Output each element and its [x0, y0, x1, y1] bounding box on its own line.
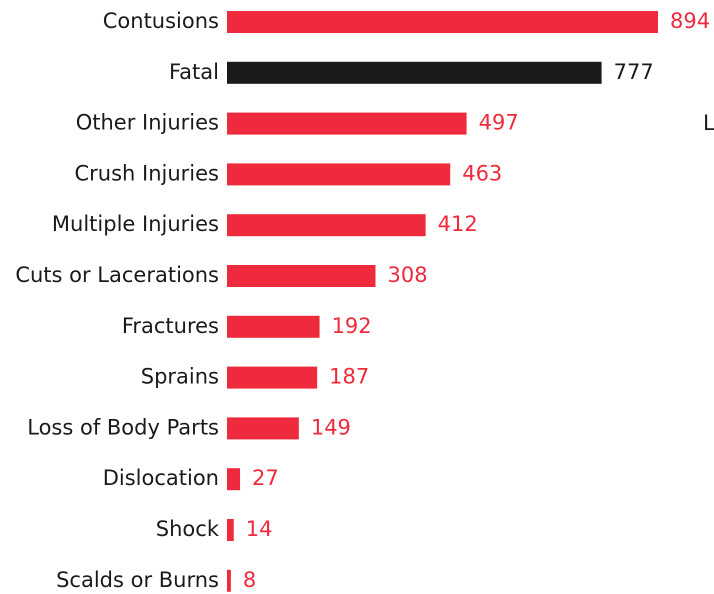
category-label: Other Injuries — [76, 111, 219, 135]
bar — [227, 366, 318, 389]
value-label: 308 — [387, 263, 427, 287]
bar — [227, 163, 451, 186]
category-label: Crush Injuries — [74, 161, 219, 185]
bar — [227, 112, 467, 135]
value-label: 14 — [246, 517, 273, 541]
value-label: 463 — [462, 161, 502, 185]
bar — [227, 265, 376, 287]
category-label: Loss of Body Parts — [27, 415, 219, 439]
category-label: Shock — [156, 517, 220, 541]
value-label: 149 — [311, 415, 351, 439]
bar — [227, 417, 299, 440]
bar — [227, 315, 320, 338]
bar — [227, 11, 658, 33]
value-label: 497 — [479, 111, 519, 135]
value-label: 894 — [670, 9, 710, 33]
value-label: 187 — [329, 365, 369, 389]
category-label: Dislocation — [103, 466, 219, 490]
value-label: 777 — [614, 60, 654, 84]
value-label: 27 — [252, 466, 279, 490]
category-label: Scalds or Burns — [56, 568, 219, 592]
category-label: Fatal — [169, 60, 219, 84]
bar — [227, 569, 231, 592]
category-label: Contusions — [103, 9, 219, 33]
value-label: 192 — [332, 314, 372, 338]
value-label: 8 — [243, 568, 256, 592]
category-label: Sprains — [141, 365, 219, 389]
category-label: Fractures — [122, 314, 219, 338]
category-label: Multiple Injuries — [52, 212, 219, 236]
bar — [227, 519, 234, 541]
value-label: 412 — [438, 212, 478, 236]
category-label: Cuts or Lacerations — [15, 263, 219, 287]
bar — [227, 61, 602, 84]
bar — [227, 214, 426, 237]
annotation: L — [703, 111, 714, 135]
bar — [227, 468, 241, 491]
